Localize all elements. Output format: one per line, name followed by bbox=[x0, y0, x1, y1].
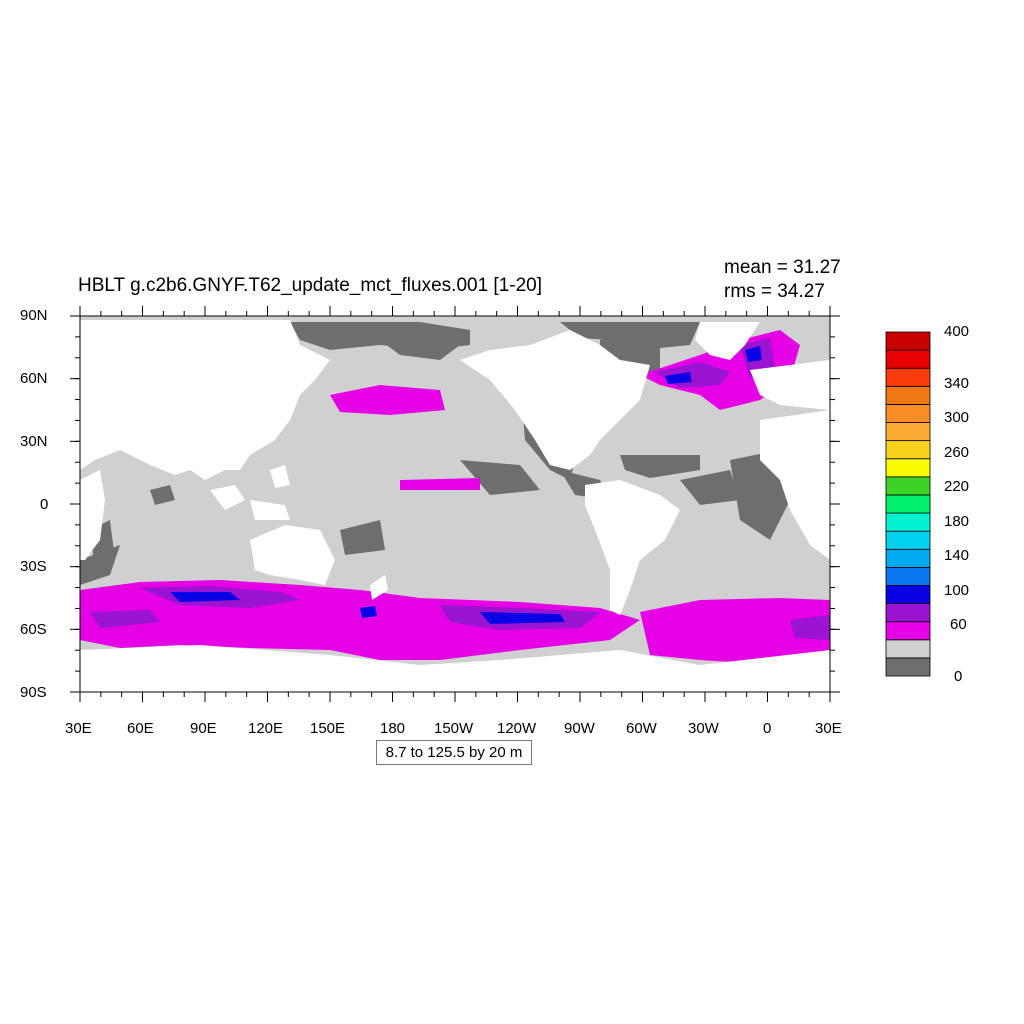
colorbar-swatch bbox=[885, 349, 931, 369]
lat-label-60s: 60S bbox=[20, 621, 47, 638]
contour-range-note: 8.7 to 125.5 by 20 m bbox=[376, 740, 532, 765]
colorbar-label-140: 140 bbox=[944, 547, 970, 564]
colorbar-swatch bbox=[885, 440, 931, 460]
colorbar-swatch bbox=[885, 512, 931, 532]
lon-label-120w: 120W bbox=[497, 720, 537, 737]
colorbar-label-180: 180 bbox=[944, 513, 970, 530]
colorbar-label-340: 340 bbox=[944, 375, 970, 392]
colorbar-label-0: 0 bbox=[954, 668, 963, 685]
colorbar-swatch bbox=[885, 621, 931, 641]
colorbar-swatch bbox=[885, 404, 931, 423]
colorbar-swatch bbox=[885, 367, 931, 387]
colorbar-swatch bbox=[885, 385, 931, 405]
colorbar-swatch bbox=[885, 585, 931, 604]
colorbar-swatch bbox=[885, 530, 931, 550]
lat-label-60n: 60N bbox=[20, 370, 48, 387]
colorbar-label-100: 100 bbox=[944, 582, 970, 599]
colorbar-swatch bbox=[885, 494, 931, 514]
lon-label-60w: 60W bbox=[626, 720, 657, 737]
lat-label-90n: 90N bbox=[20, 307, 48, 324]
colorbar-swatch bbox=[885, 566, 931, 586]
lon-label-60e: 60E bbox=[127, 720, 154, 737]
plot-title: HBLT g.c2b6.GNYF.T62_update_mct_fluxes.0… bbox=[78, 275, 543, 296]
map-field bbox=[80, 316, 830, 692]
lon-label-120e: 120E bbox=[248, 720, 284, 737]
colorbar-swatch bbox=[885, 422, 931, 442]
lon-label-90w: 90W bbox=[564, 720, 595, 737]
lon-label-90e: 90E bbox=[190, 720, 217, 737]
lon-label-0: 0 bbox=[763, 720, 772, 737]
lon-label-150e: 150E bbox=[310, 720, 346, 737]
lat-label-30s: 30S bbox=[20, 558, 47, 575]
mean-stat: mean = 31.27 bbox=[724, 257, 841, 278]
land-masses bbox=[80, 320, 830, 692]
colorbar-swatch bbox=[885, 548, 931, 568]
colorbar bbox=[885, 331, 931, 677]
colorbar-swatch bbox=[885, 458, 931, 478]
colorbar-swatch bbox=[885, 603, 931, 623]
colorbar-label-300: 300 bbox=[944, 409, 970, 426]
lon-label-30w: 30W bbox=[688, 720, 719, 737]
colorbar-label-400: 400 bbox=[944, 323, 970, 340]
colorbar-swatch bbox=[885, 639, 931, 659]
axis-ticks bbox=[70, 306, 840, 702]
colorbar-swatch bbox=[885, 476, 931, 496]
colorbar-swatch bbox=[885, 657, 931, 677]
colorbar-label-220: 220 bbox=[944, 478, 970, 495]
lat-label-30n: 30N bbox=[20, 433, 48, 450]
lon-label-180: 180 bbox=[380, 720, 406, 737]
lon-label-30e: 30E bbox=[65, 720, 92, 737]
deepest-layer-regions bbox=[170, 346, 762, 624]
lon-label-150w: 150W bbox=[434, 720, 474, 737]
lat-label-90s: 90S bbox=[20, 684, 47, 701]
colorbar-label-260: 260 bbox=[944, 444, 970, 461]
lat-label-eq: 0 bbox=[40, 496, 49, 513]
rms-stat: rms = 34.27 bbox=[724, 281, 825, 302]
lon-label-30e-right: 30E bbox=[815, 720, 842, 737]
colorbar-label-60: 60 bbox=[950, 616, 967, 633]
colorbar-swatch bbox=[885, 331, 931, 351]
